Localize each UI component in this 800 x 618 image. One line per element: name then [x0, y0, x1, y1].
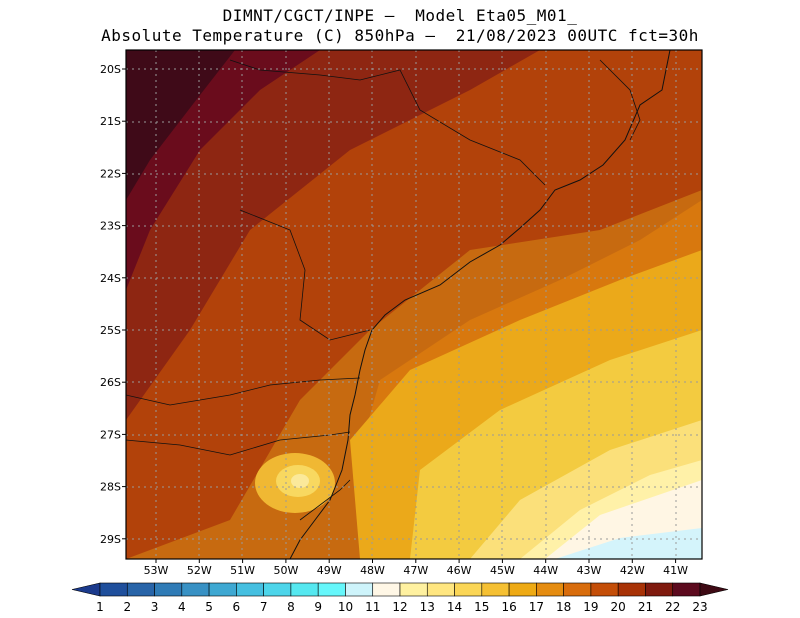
colorbar-swatch [263, 582, 292, 597]
colorbar-label-2: 2 [123, 600, 131, 614]
colorbar-swatch [154, 582, 183, 597]
colorbar-label-16: 16 [501, 600, 516, 614]
coastline [289, 50, 671, 559]
colorbar-swatch [645, 582, 674, 597]
colorbar-label-23: 23 [692, 600, 707, 614]
colorbar-label-8: 8 [287, 600, 295, 614]
colorbar-label-9: 9 [314, 600, 322, 614]
colorbar-label-5: 5 [205, 600, 213, 614]
colorbar-swatch [236, 582, 264, 597]
state-border-2 [126, 431, 351, 456]
colorbar-swatch [536, 582, 564, 597]
lon-label-48W: 48W [360, 564, 385, 577]
cool-spot-inner [291, 474, 309, 488]
state-border-3 [239, 209, 371, 341]
colorbar-swatch [590, 582, 619, 597]
lon-label-44W: 44W [533, 564, 558, 577]
lon-label-45W: 45W [490, 564, 515, 577]
colorbar-label-6: 6 [233, 600, 241, 614]
colorbar-labels: 1 2 3 4 5 6 7 8 9 10 11 12 13 14 15 16 17 18 19 20 21 22 23 [96, 600, 707, 614]
lat-label-25S: 25S [100, 324, 121, 337]
lat-label-22S: 22S [100, 167, 121, 180]
map-frame [125, 49, 703, 560]
colorbar-label-3: 3 [151, 600, 159, 614]
colorbar-swatch [208, 582, 237, 597]
colorbar-swatch [372, 582, 401, 597]
graticule [126, 50, 702, 559]
state-border-5 [599, 59, 641, 141]
longitude-labels: 53W 52W 51W 50W 49W 48W 47W 46W 45W 44W 43W 42W 41W [144, 559, 688, 577]
colorbar-label-10: 10 [338, 600, 353, 614]
lon-label-49W: 49W [317, 564, 342, 577]
colorbar-swatch [399, 582, 428, 597]
colorbar-label-19: 19 [583, 600, 598, 614]
colorbar-label-7: 7 [260, 600, 268, 614]
colorbar-swatch [345, 582, 374, 597]
lon-label-52W: 52W [187, 564, 212, 577]
colorbar-label-21: 21 [638, 600, 653, 614]
colorbar-swatch [290, 582, 319, 597]
lon-label-51W: 51W [230, 564, 255, 577]
colorbar-swatch [563, 582, 592, 597]
state-border-4 [229, 59, 546, 186]
lon-label-53W: 53W [144, 564, 169, 577]
colorbar [71, 582, 729, 597]
lat-label-24S: 24S [100, 272, 121, 285]
colorbar-swatch [454, 582, 483, 597]
colorbar-label-11: 11 [365, 600, 380, 614]
colorbar-swatch [672, 582, 701, 597]
colorbar-swatch [508, 582, 537, 597]
colorbar-swatch [181, 582, 210, 597]
colorbar-swatch [126, 582, 155, 597]
colorbar-label-4: 4 [178, 600, 186, 614]
band-11 [555, 528, 702, 559]
colorbar-swatch [426, 582, 455, 597]
colorbar-arrow-high [699, 582, 729, 597]
lat-label-26S: 26S [100, 376, 121, 389]
colorbar-label-14: 14 [447, 600, 462, 614]
lon-label-46W: 46W [447, 564, 472, 577]
colorbar-label-13: 13 [420, 600, 435, 614]
lon-label-47W: 47W [403, 564, 428, 577]
colorbar-swatch [617, 582, 646, 597]
latitude-labels: 20S 21S 22S 23S 24S 25S 26S 27S 28S 29S [100, 63, 126, 546]
colorbar-label-17: 17 [529, 600, 544, 614]
colorbar-label-20: 20 [611, 600, 626, 614]
lon-label-42W: 42W [620, 564, 645, 577]
colorbar-label-22: 22 [665, 600, 680, 614]
map-title-line1: DIMNT/CGCT/INPE – Model Eta05_M01_ [222, 6, 578, 25]
state-border-1 [126, 377, 361, 406]
band-22 [126, 50, 540, 420]
colorbar-swatch [99, 582, 128, 597]
colorbar-swatch [481, 582, 510, 597]
lagoon [299, 479, 351, 521]
lon-label-41W: 41W [663, 564, 688, 577]
colorbar-label-15: 15 [474, 600, 489, 614]
lat-label-20S: 20S [100, 63, 121, 76]
colorbar-swatch [317, 582, 346, 597]
colorbar-label-12: 12 [392, 600, 407, 614]
lon-label-43W: 43W [577, 564, 602, 577]
colorbar-label-1: 1 [96, 600, 104, 614]
colorbar-arrow-low [71, 582, 101, 597]
lat-label-21S: 21S [100, 115, 121, 128]
lat-label-28S: 28S [100, 481, 121, 494]
map-title-line2: Absolute Temperature (C) 850hPa – 21/08/… [101, 26, 699, 45]
lat-label-23S: 23S [100, 220, 121, 233]
lat-label-29S: 29S [100, 533, 121, 546]
band-23b [126, 50, 235, 200]
lon-label-50W: 50W [273, 564, 298, 577]
colorbar-label-18: 18 [556, 600, 571, 614]
lat-label-27S: 27S [100, 428, 121, 441]
